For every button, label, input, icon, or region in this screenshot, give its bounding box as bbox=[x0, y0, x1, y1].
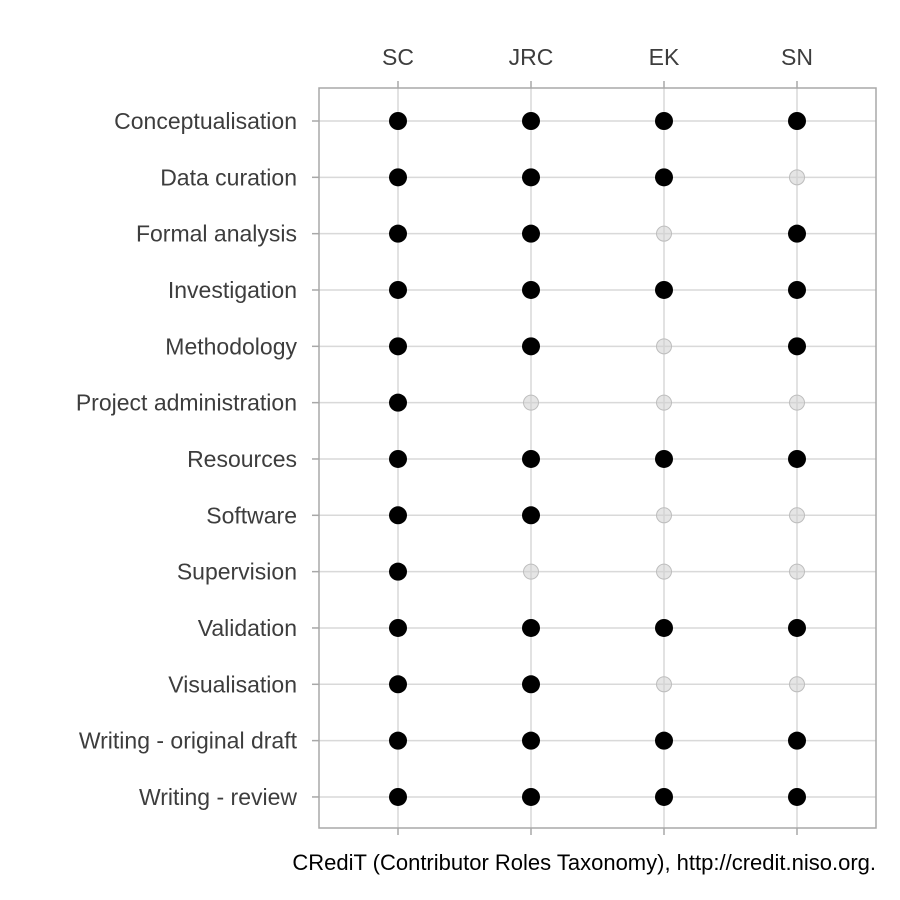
point-contributed-sn-12 bbox=[788, 787, 806, 806]
row-label-methodology: Methodology bbox=[165, 333, 297, 359]
row-label-conceptualisation: Conceptualisation bbox=[114, 108, 297, 134]
point-contributed-jrc-10 bbox=[522, 675, 540, 694]
row-label-data-curation: Data curation bbox=[160, 164, 297, 190]
point-contributed-ek-9 bbox=[655, 618, 673, 637]
grid-layer bbox=[319, 88, 876, 828]
point-contributed-sn-3 bbox=[788, 280, 806, 299]
point-not-contributed-sn-7 bbox=[789, 507, 805, 524]
column-label-jrc: JRC bbox=[509, 44, 554, 70]
panel-border bbox=[318, 87, 877, 829]
column-label-sn: SN bbox=[781, 44, 813, 70]
point-contributed-sc-0 bbox=[389, 112, 407, 130]
point-not-contributed-ek-10 bbox=[656, 676, 672, 693]
point-contributed-jrc-7 bbox=[522, 506, 540, 525]
point-contributed-sn-4 bbox=[788, 337, 806, 356]
point-contributed-jrc-1 bbox=[522, 168, 540, 187]
point-not-contributed-ek-7 bbox=[656, 507, 672, 524]
row-label-writing-original-draft: Writing - original draft bbox=[79, 728, 298, 754]
point-not-contributed-jrc-8 bbox=[523, 563, 539, 580]
chart-caption: CRediT (Contributor Roles Taxonomy), htt… bbox=[292, 850, 876, 875]
point-contributed-jrc-3 bbox=[522, 280, 540, 299]
point-contributed-jrc-4 bbox=[522, 337, 540, 356]
point-contributed-ek-3 bbox=[655, 280, 673, 299]
row-label-visualisation: Visualisation bbox=[168, 671, 297, 697]
row-label-software: Software bbox=[206, 502, 297, 528]
point-contributed-jrc-6 bbox=[522, 449, 540, 468]
row-label-investigation: Investigation bbox=[168, 277, 297, 303]
point-contributed-sc-8 bbox=[389, 562, 407, 581]
point-contributed-jrc-12 bbox=[522, 787, 540, 806]
row-label-supervision: Supervision bbox=[177, 559, 297, 585]
point-contributed-jrc-9 bbox=[522, 618, 540, 637]
point-contributed-ek-6 bbox=[655, 449, 673, 468]
point-contributed-sc-5 bbox=[389, 393, 407, 412]
point-contributed-sn-2 bbox=[788, 224, 806, 243]
point-not-contributed-jrc-5 bbox=[523, 394, 539, 411]
point-contributed-sn-6 bbox=[788, 449, 806, 468]
point-contributed-sc-9 bbox=[389, 618, 407, 637]
row-label-formal-analysis: Formal analysis bbox=[136, 221, 297, 247]
point-contributed-ek-0 bbox=[655, 112, 673, 130]
point-not-contributed-ek-4 bbox=[656, 338, 672, 355]
point-contributed-jrc-11 bbox=[522, 731, 540, 750]
point-contributed-sc-10 bbox=[389, 675, 407, 694]
ticks-layer bbox=[312, 81, 798, 835]
point-contributed-jrc-0 bbox=[522, 112, 540, 130]
point-not-contributed-ek-5 bbox=[656, 394, 672, 411]
point-contributed-sc-1 bbox=[389, 168, 407, 187]
point-not-contributed-sn-10 bbox=[789, 676, 805, 693]
labels-layer: SC JRC EK SN Conceptualisation Data curation F… bbox=[76, 44, 813, 810]
column-label-ek: EK bbox=[649, 44, 680, 70]
point-contributed-sc-12 bbox=[389, 787, 407, 806]
point-contributed-ek-11 bbox=[655, 731, 673, 750]
row-label-writing-review: Writing - review bbox=[139, 784, 297, 810]
column-label-sc: SC bbox=[382, 44, 414, 70]
point-contributed-jrc-2 bbox=[522, 224, 540, 243]
row-label-project-administration: Project administration bbox=[76, 390, 297, 416]
point-contributed-sc-11 bbox=[389, 731, 407, 750]
point-not-contributed-ek-2 bbox=[656, 225, 672, 242]
point-not-contributed-ek-8 bbox=[656, 563, 672, 580]
point-contributed-sc-2 bbox=[389, 224, 407, 243]
point-not-contributed-sn-1 bbox=[789, 169, 805, 186]
point-contributed-sc-4 bbox=[389, 337, 407, 356]
row-label-validation: Validation bbox=[198, 615, 297, 641]
point-not-contributed-sn-5 bbox=[789, 394, 805, 411]
point-contributed-sn-11 bbox=[788, 731, 806, 750]
point-not-contributed-sn-8 bbox=[789, 563, 805, 580]
point-contributed-sc-7 bbox=[389, 506, 407, 525]
row-label-resources: Resources bbox=[187, 446, 297, 472]
point-contributed-sc-6 bbox=[389, 449, 407, 468]
point-contributed-sc-3 bbox=[389, 280, 407, 299]
point-contributed-ek-1 bbox=[655, 168, 673, 187]
points-layer bbox=[389, 112, 806, 806]
point-contributed-sn-0 bbox=[788, 112, 806, 130]
point-contributed-ek-12 bbox=[655, 787, 673, 806]
point-contributed-sn-9 bbox=[788, 618, 806, 637]
